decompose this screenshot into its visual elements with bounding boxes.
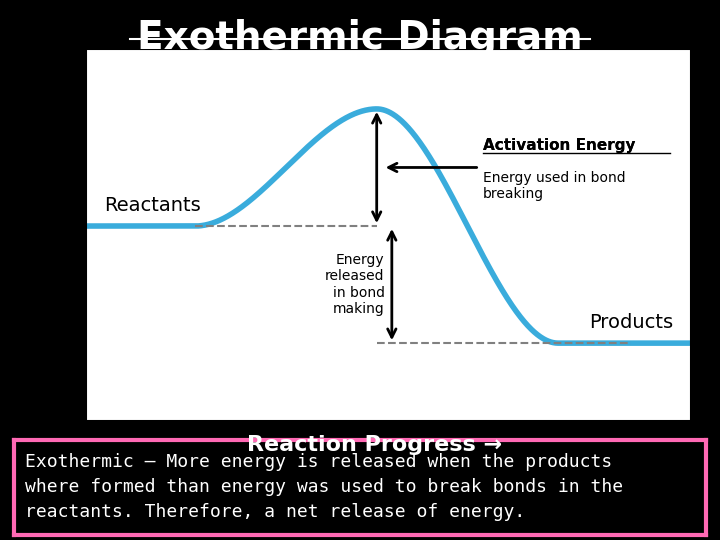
Text: Energy
released
in bond
making: Energy released in bond making [325, 253, 384, 316]
Text: Exothermic Diagram: Exothermic Diagram [137, 19, 583, 57]
Text: Exothermic – More energy is released when the products
where formed than energy : Exothermic – More energy is released whe… [24, 454, 623, 521]
Text: Activation Energy: Activation Energy [482, 138, 635, 153]
Text: Chemical Energy →: Chemical Energy → [14, 157, 32, 330]
Text: Activation Energy: Activation Energy [482, 138, 635, 153]
Text: Products: Products [589, 314, 673, 333]
Text: Reactants: Reactants [104, 197, 202, 215]
Text: Energy used in bond
breaking: Energy used in bond breaking [482, 171, 625, 201]
Text: Reaction Progress →: Reaction Progress → [247, 435, 502, 455]
